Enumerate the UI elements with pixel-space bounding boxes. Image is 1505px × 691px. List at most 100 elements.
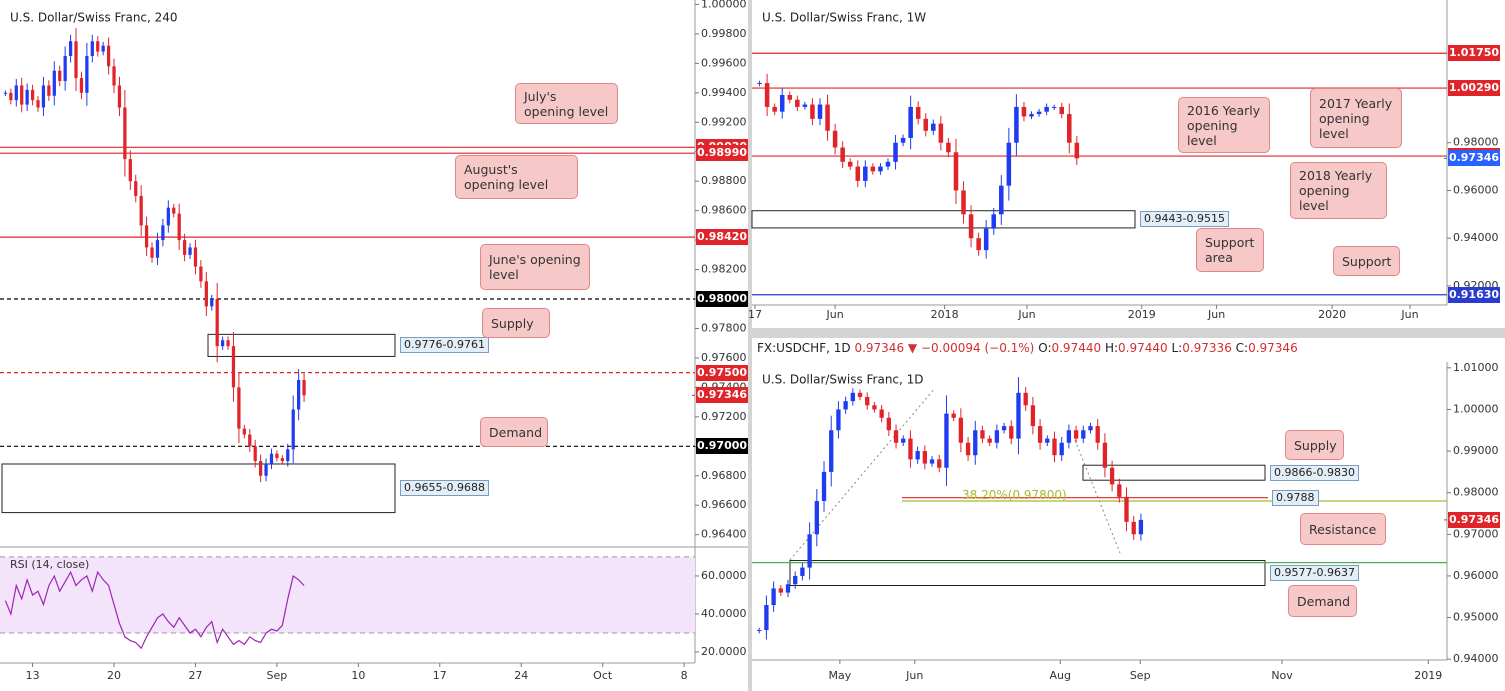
candle-body xyxy=(937,459,942,468)
candle-body xyxy=(800,567,805,576)
candle-body xyxy=(922,451,928,464)
candle-body xyxy=(825,104,830,131)
callout: 2018 Yearly opening level xyxy=(1290,162,1387,219)
candle-body xyxy=(204,281,208,307)
zone-label: 0.9776-0.9761 xyxy=(400,337,489,354)
x-tick-label: May xyxy=(828,669,851,682)
candle-body xyxy=(908,438,913,460)
candle-body xyxy=(807,534,812,568)
rsi-band xyxy=(0,556,695,633)
x-tick-label: 8 xyxy=(681,669,688,682)
zone-label: 0.9443-0.9515 xyxy=(1140,211,1229,228)
candle-body xyxy=(30,89,35,101)
candle-body xyxy=(1073,430,1079,439)
candle-body xyxy=(3,92,8,94)
x-tick-label: Sep xyxy=(267,669,288,682)
trend-line xyxy=(1074,439,1121,554)
candle-body xyxy=(74,41,78,79)
y-tick-label: 0.99200 xyxy=(701,115,747,128)
candle-body xyxy=(231,346,236,388)
candle-body xyxy=(931,123,936,131)
candle-body xyxy=(1081,430,1086,439)
x-tick-label: 20 xyxy=(107,669,121,682)
candle-body xyxy=(52,70,56,96)
x-tick-label: 10 xyxy=(351,669,365,682)
candle-body xyxy=(166,207,170,226)
y-tick-label: 1.00000 xyxy=(701,0,747,10)
level-label: 0.97000 xyxy=(696,438,748,455)
candle-body xyxy=(150,247,154,258)
candle-body xyxy=(968,214,974,239)
candle-body xyxy=(9,92,13,101)
candle-body xyxy=(1059,106,1064,115)
y-tick-label: 1.00000 xyxy=(1453,402,1499,415)
y-tick-label: 0.96000 xyxy=(1453,183,1499,196)
last-price-label: 0.97346 xyxy=(696,387,748,404)
callout: June's opening level xyxy=(480,244,590,290)
candle-body xyxy=(210,299,214,307)
candle-body xyxy=(953,152,959,191)
y-tick-label: 0.96600 xyxy=(701,498,747,511)
open-label: O: xyxy=(1038,341,1052,355)
candle-body xyxy=(836,409,841,431)
candle-body xyxy=(117,85,122,108)
x-tick-label: Jun xyxy=(1400,308,1418,321)
y-tick-label: 0.94000 xyxy=(1453,231,1499,244)
candle-body xyxy=(1023,392,1028,406)
level-label: 0.98000 xyxy=(696,291,748,307)
x-tick-label: 17 xyxy=(748,308,762,321)
candle-body xyxy=(302,380,306,396)
candle-body xyxy=(20,85,24,105)
candle-body xyxy=(991,214,997,229)
candle-body xyxy=(929,459,935,464)
candle-body xyxy=(951,413,956,418)
candle-body xyxy=(144,225,149,248)
candle-body xyxy=(840,147,845,162)
x-tick-label: Jun xyxy=(905,669,923,682)
candle-body xyxy=(832,130,838,148)
y-tick-label: 0.97600 xyxy=(701,351,747,364)
rsi-line xyxy=(4,570,305,650)
x-tick-label: 24 xyxy=(514,669,528,682)
x-tick-label: Nov xyxy=(1271,669,1293,682)
candle-body xyxy=(1006,142,1012,186)
candle-body xyxy=(879,409,884,418)
symbol-header: FX:USDCHF, 1D 0.97346 ▼ −0.00094 (−0.1%)… xyxy=(757,341,1298,355)
candle-body xyxy=(847,161,853,167)
candle-body xyxy=(764,83,770,107)
candle-body xyxy=(785,584,791,593)
y-tick-label: 0.99600 xyxy=(701,56,747,69)
callout: Supply xyxy=(1285,430,1344,460)
candle-body xyxy=(264,463,268,476)
x-tick-label: 2019 xyxy=(1128,308,1156,321)
candle-body xyxy=(193,247,198,267)
y-tick-label: 0.96800 xyxy=(701,469,747,482)
rsi-title: RSI (14, close) xyxy=(10,558,89,571)
symbol: FX:USDCHF, 1D xyxy=(757,341,851,355)
last-price-label: 0.97346 xyxy=(1448,150,1500,167)
candle-body xyxy=(795,99,800,107)
candle-body xyxy=(829,430,834,472)
candle-body xyxy=(855,166,861,181)
candle-body xyxy=(802,104,808,107)
candle-body xyxy=(900,137,906,143)
candle-body xyxy=(14,85,18,101)
candle-body xyxy=(1131,521,1136,535)
candle-body xyxy=(1009,426,1014,439)
candle-body xyxy=(36,100,40,108)
candle-body xyxy=(106,45,111,67)
candle-body xyxy=(772,106,777,112)
callout: August's opening level xyxy=(455,155,578,199)
candle-body xyxy=(1051,106,1057,108)
candle-body xyxy=(226,340,230,347)
candle-body xyxy=(269,453,274,464)
candle-body xyxy=(1088,426,1093,431)
candle-body xyxy=(857,392,863,397)
x-tick-label: 17 xyxy=(433,669,447,682)
candle-body xyxy=(134,181,138,196)
candle-body xyxy=(1102,442,1108,468)
candle-body xyxy=(1067,114,1072,143)
candle-body xyxy=(1001,426,1007,431)
callout: Support area xyxy=(1196,228,1264,272)
